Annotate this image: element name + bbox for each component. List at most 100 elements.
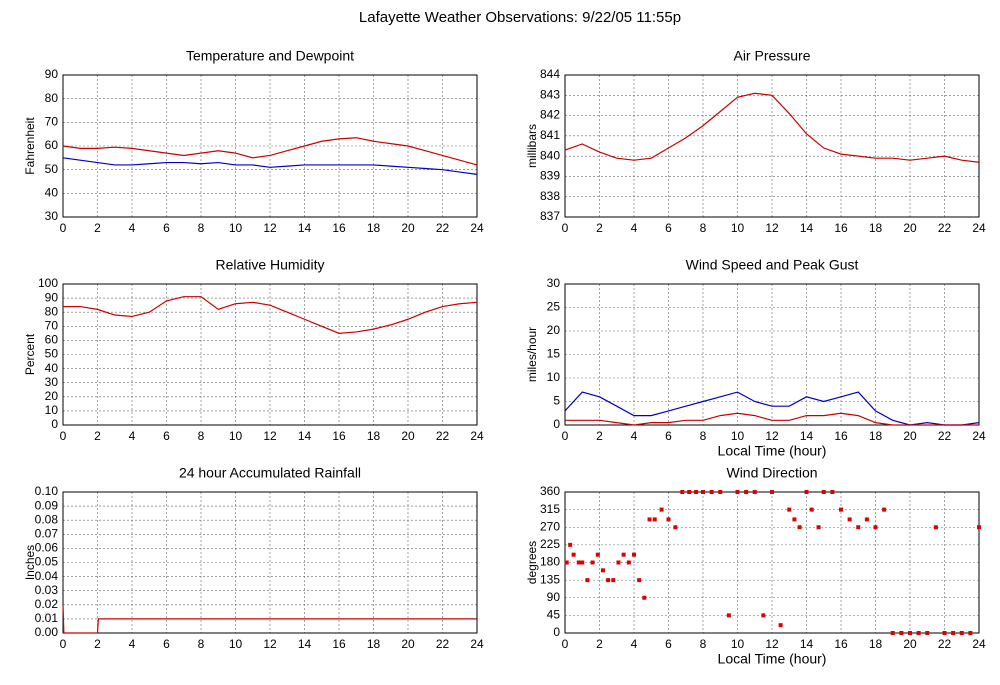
x-tick-label: 14 xyxy=(800,429,814,443)
series-line xyxy=(62,137,478,166)
x-tick-label: 18 xyxy=(869,429,883,443)
y-tick-label: 60 xyxy=(45,138,59,152)
series-line xyxy=(63,296,478,334)
x-tick-label: 2 xyxy=(94,221,101,235)
y-tick-label: 30 xyxy=(45,375,59,389)
y-axis-label: Inches xyxy=(23,545,37,580)
point xyxy=(666,517,671,522)
y-tick-label: 0 xyxy=(553,417,560,431)
y-tick-label: 0.10 xyxy=(35,484,59,498)
y-tick-label: 5 xyxy=(553,394,560,408)
y-tick-label: 0.02 xyxy=(35,597,59,611)
x-tick-label: 10 xyxy=(229,429,243,443)
x-tick-label: 12 xyxy=(765,429,779,443)
y-tick-label: 50 xyxy=(45,347,59,361)
x-tick-label: 18 xyxy=(367,221,381,235)
point xyxy=(585,578,590,583)
point xyxy=(821,490,826,494)
point xyxy=(787,507,792,512)
x-tick-label: 14 xyxy=(800,221,814,235)
x-tick-label: 2 xyxy=(94,429,101,443)
x-tick-label: 20 xyxy=(401,429,415,443)
x-tick-label: 16 xyxy=(834,221,848,235)
point xyxy=(626,560,631,565)
point xyxy=(637,578,642,583)
y-tick-label: 844 xyxy=(540,67,560,81)
point xyxy=(951,631,956,635)
x-tick-label: 24 xyxy=(972,429,986,443)
x-tick-label: 24 xyxy=(972,221,986,235)
chart-title: Temperature and Dewpoint xyxy=(186,48,354,64)
x-tick-label: 18 xyxy=(869,221,883,235)
point xyxy=(864,517,869,522)
y-tick-label: 80 xyxy=(45,91,59,105)
point xyxy=(621,552,626,557)
point xyxy=(778,623,783,628)
point xyxy=(571,552,576,557)
y-tick-label: 225 xyxy=(540,537,560,551)
x-tick-label: 8 xyxy=(198,637,205,651)
y-tick-label: 0 xyxy=(553,625,560,639)
x-tick-label: 16 xyxy=(332,221,346,235)
x-tick-label: 0 xyxy=(562,429,569,443)
y-tick-label: 180 xyxy=(540,555,560,569)
x-tick-label: 2 xyxy=(596,637,603,651)
x-tick-label: 22 xyxy=(938,429,952,443)
x-tick-label: 20 xyxy=(401,221,415,235)
y-tick-label: 270 xyxy=(540,519,560,533)
y-tick-label: 90 xyxy=(45,67,59,81)
x-axis-label: Local Time (hour) xyxy=(718,651,827,667)
x-tick-label: 24 xyxy=(972,637,986,651)
y-tick-label: 360 xyxy=(540,484,560,498)
y-tick-label: 839 xyxy=(540,169,560,183)
point xyxy=(977,525,981,530)
point xyxy=(959,631,964,635)
point xyxy=(890,631,895,635)
x-tick-label: 10 xyxy=(731,429,745,443)
y-tick-label: 315 xyxy=(540,502,560,516)
point xyxy=(942,631,947,635)
series-line xyxy=(62,604,477,634)
series-line xyxy=(565,412,979,426)
point xyxy=(968,631,973,635)
point xyxy=(933,525,938,530)
x-tick-label: 18 xyxy=(869,637,883,651)
y-tick-label: 0.09 xyxy=(35,498,59,512)
x-tick-label: 14 xyxy=(298,221,312,235)
x-tick-label: 12 xyxy=(263,637,277,651)
x-tick-label: 6 xyxy=(665,221,672,235)
x-tick-label: 2 xyxy=(596,429,603,443)
y-tick-label: 20 xyxy=(547,323,561,337)
y-tick-label: 50 xyxy=(45,162,59,176)
point xyxy=(899,631,904,635)
point xyxy=(576,560,581,565)
point xyxy=(847,517,852,522)
y-tick-label: 40 xyxy=(45,186,59,200)
y-axis-label: miles/hour xyxy=(525,327,539,382)
x-tick-label: 4 xyxy=(129,221,136,235)
point xyxy=(830,490,835,494)
y-tick-label: 90 xyxy=(547,590,561,604)
point xyxy=(809,507,814,512)
y-tick-label: 0.03 xyxy=(35,583,59,597)
x-tick-label: 10 xyxy=(731,637,745,651)
point xyxy=(726,613,731,618)
point xyxy=(590,560,595,565)
point xyxy=(752,490,757,494)
x-tick-label: 8 xyxy=(700,429,707,443)
x-tick-label: 22 xyxy=(436,637,450,651)
point xyxy=(673,525,678,530)
x-tick-label: 24 xyxy=(470,221,484,235)
point xyxy=(632,552,636,557)
point xyxy=(652,517,657,522)
x-tick-label: 16 xyxy=(332,429,346,443)
plot-frame xyxy=(564,283,980,426)
x-tick-label: 6 xyxy=(163,221,170,235)
x-tick-label: 0 xyxy=(60,637,67,651)
point xyxy=(701,490,705,494)
y-axis-label: millibars xyxy=(525,124,539,168)
x-tick-label: 4 xyxy=(129,429,136,443)
y-tick-label: 20 xyxy=(45,389,59,403)
point xyxy=(606,578,611,583)
